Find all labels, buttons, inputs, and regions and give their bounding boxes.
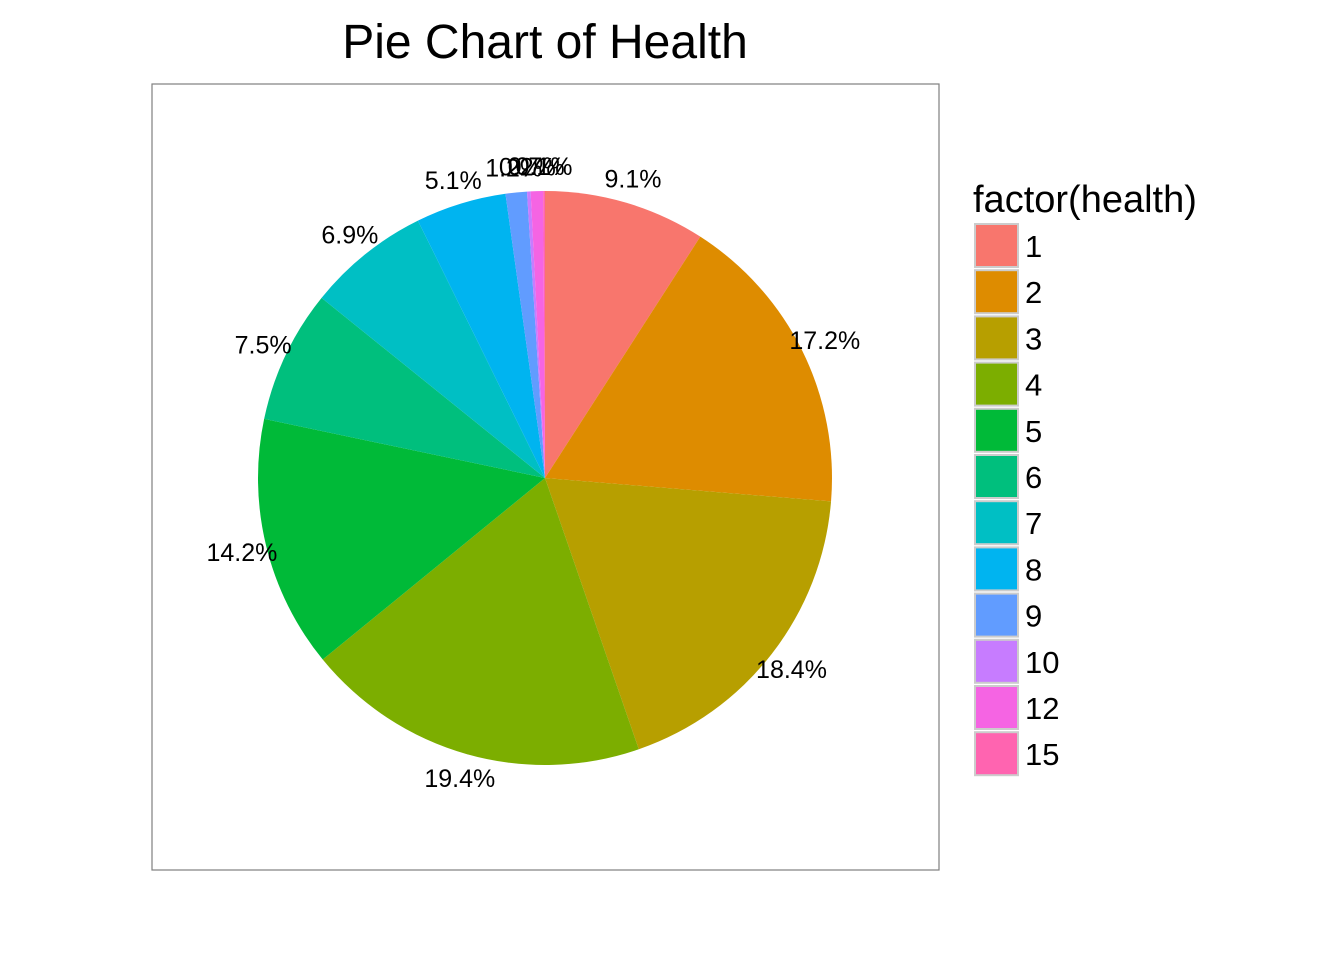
legend-label-15: 15 bbox=[1025, 737, 1059, 772]
plot-panel bbox=[151, 83, 940, 871]
legend-key-8 bbox=[974, 546, 1019, 592]
legend-key-2 bbox=[974, 269, 1019, 315]
legend-label-2: 2 bbox=[1025, 275, 1042, 310]
pie-slice-7 bbox=[321, 220, 545, 478]
legend-label-5: 5 bbox=[1025, 414, 1042, 449]
pie-slice-2 bbox=[545, 236, 832, 502]
pie-slice-5 bbox=[258, 418, 545, 660]
pie-slice-9 bbox=[505, 191, 545, 478]
legend-key-9 bbox=[974, 592, 1019, 638]
pie-slices bbox=[258, 191, 832, 765]
legend-title: factor(health) bbox=[973, 179, 1197, 221]
slice-label-5: 14.2% bbox=[206, 539, 277, 567]
pie-slice-3 bbox=[545, 478, 832, 750]
legend-label-12: 12 bbox=[1025, 691, 1059, 726]
legend-label-9: 9 bbox=[1025, 599, 1042, 634]
legend-key-15 bbox=[974, 731, 1019, 777]
legend-key-4 bbox=[974, 361, 1019, 407]
slice-label-3: 18.4% bbox=[756, 656, 827, 684]
legend-label-7: 7 bbox=[1025, 506, 1042, 541]
legend-key-7 bbox=[974, 500, 1019, 546]
slice-label-12: 0.7% bbox=[508, 153, 565, 181]
pie-slice-15 bbox=[543, 191, 545, 478]
legend-key-10 bbox=[974, 638, 1019, 684]
pie-slice-6 bbox=[264, 297, 545, 478]
legend-label-4: 4 bbox=[1025, 368, 1042, 403]
slice-label-15: 0.1% bbox=[516, 153, 573, 181]
chart-title: Pie Chart of Health bbox=[342, 16, 748, 69]
legend-label-6: 6 bbox=[1025, 460, 1042, 495]
slice-label-6: 7.5% bbox=[235, 331, 292, 359]
slice-label-9: 1.2% bbox=[485, 155, 542, 183]
slice-label-7: 6.9% bbox=[321, 222, 378, 250]
slice-label-1: 9.1% bbox=[605, 166, 662, 194]
slice-label-4: 19.4% bbox=[424, 765, 495, 793]
pie-slice-8 bbox=[417, 193, 545, 479]
pie-slice-12 bbox=[530, 191, 545, 478]
legend-key-3 bbox=[974, 315, 1019, 361]
legend-key-6 bbox=[974, 454, 1019, 499]
legend-label-10: 10 bbox=[1025, 645, 1059, 680]
pie-slice-10 bbox=[526, 191, 545, 479]
legend-key-1 bbox=[974, 223, 1019, 268]
slice-label-10: 0.2% bbox=[499, 154, 556, 182]
slice-label-2: 17.2% bbox=[789, 327, 860, 355]
legend-label-8: 8 bbox=[1025, 552, 1042, 587]
pie-slice-4 bbox=[322, 478, 639, 765]
legend-key-5 bbox=[974, 407, 1019, 453]
legend-label-1: 1 bbox=[1025, 229, 1042, 264]
slice-label-8: 5.1% bbox=[425, 167, 482, 195]
pie-slice-1 bbox=[545, 191, 701, 478]
legend-label-3: 3 bbox=[1025, 321, 1042, 356]
legend-key-12 bbox=[974, 685, 1019, 730]
pie-slice-labels: 9.1% 17.2% 18.4% 19.4% 14.2% 7.5% 6.9% 5.1% 1.2%… bbox=[206, 153, 860, 793]
